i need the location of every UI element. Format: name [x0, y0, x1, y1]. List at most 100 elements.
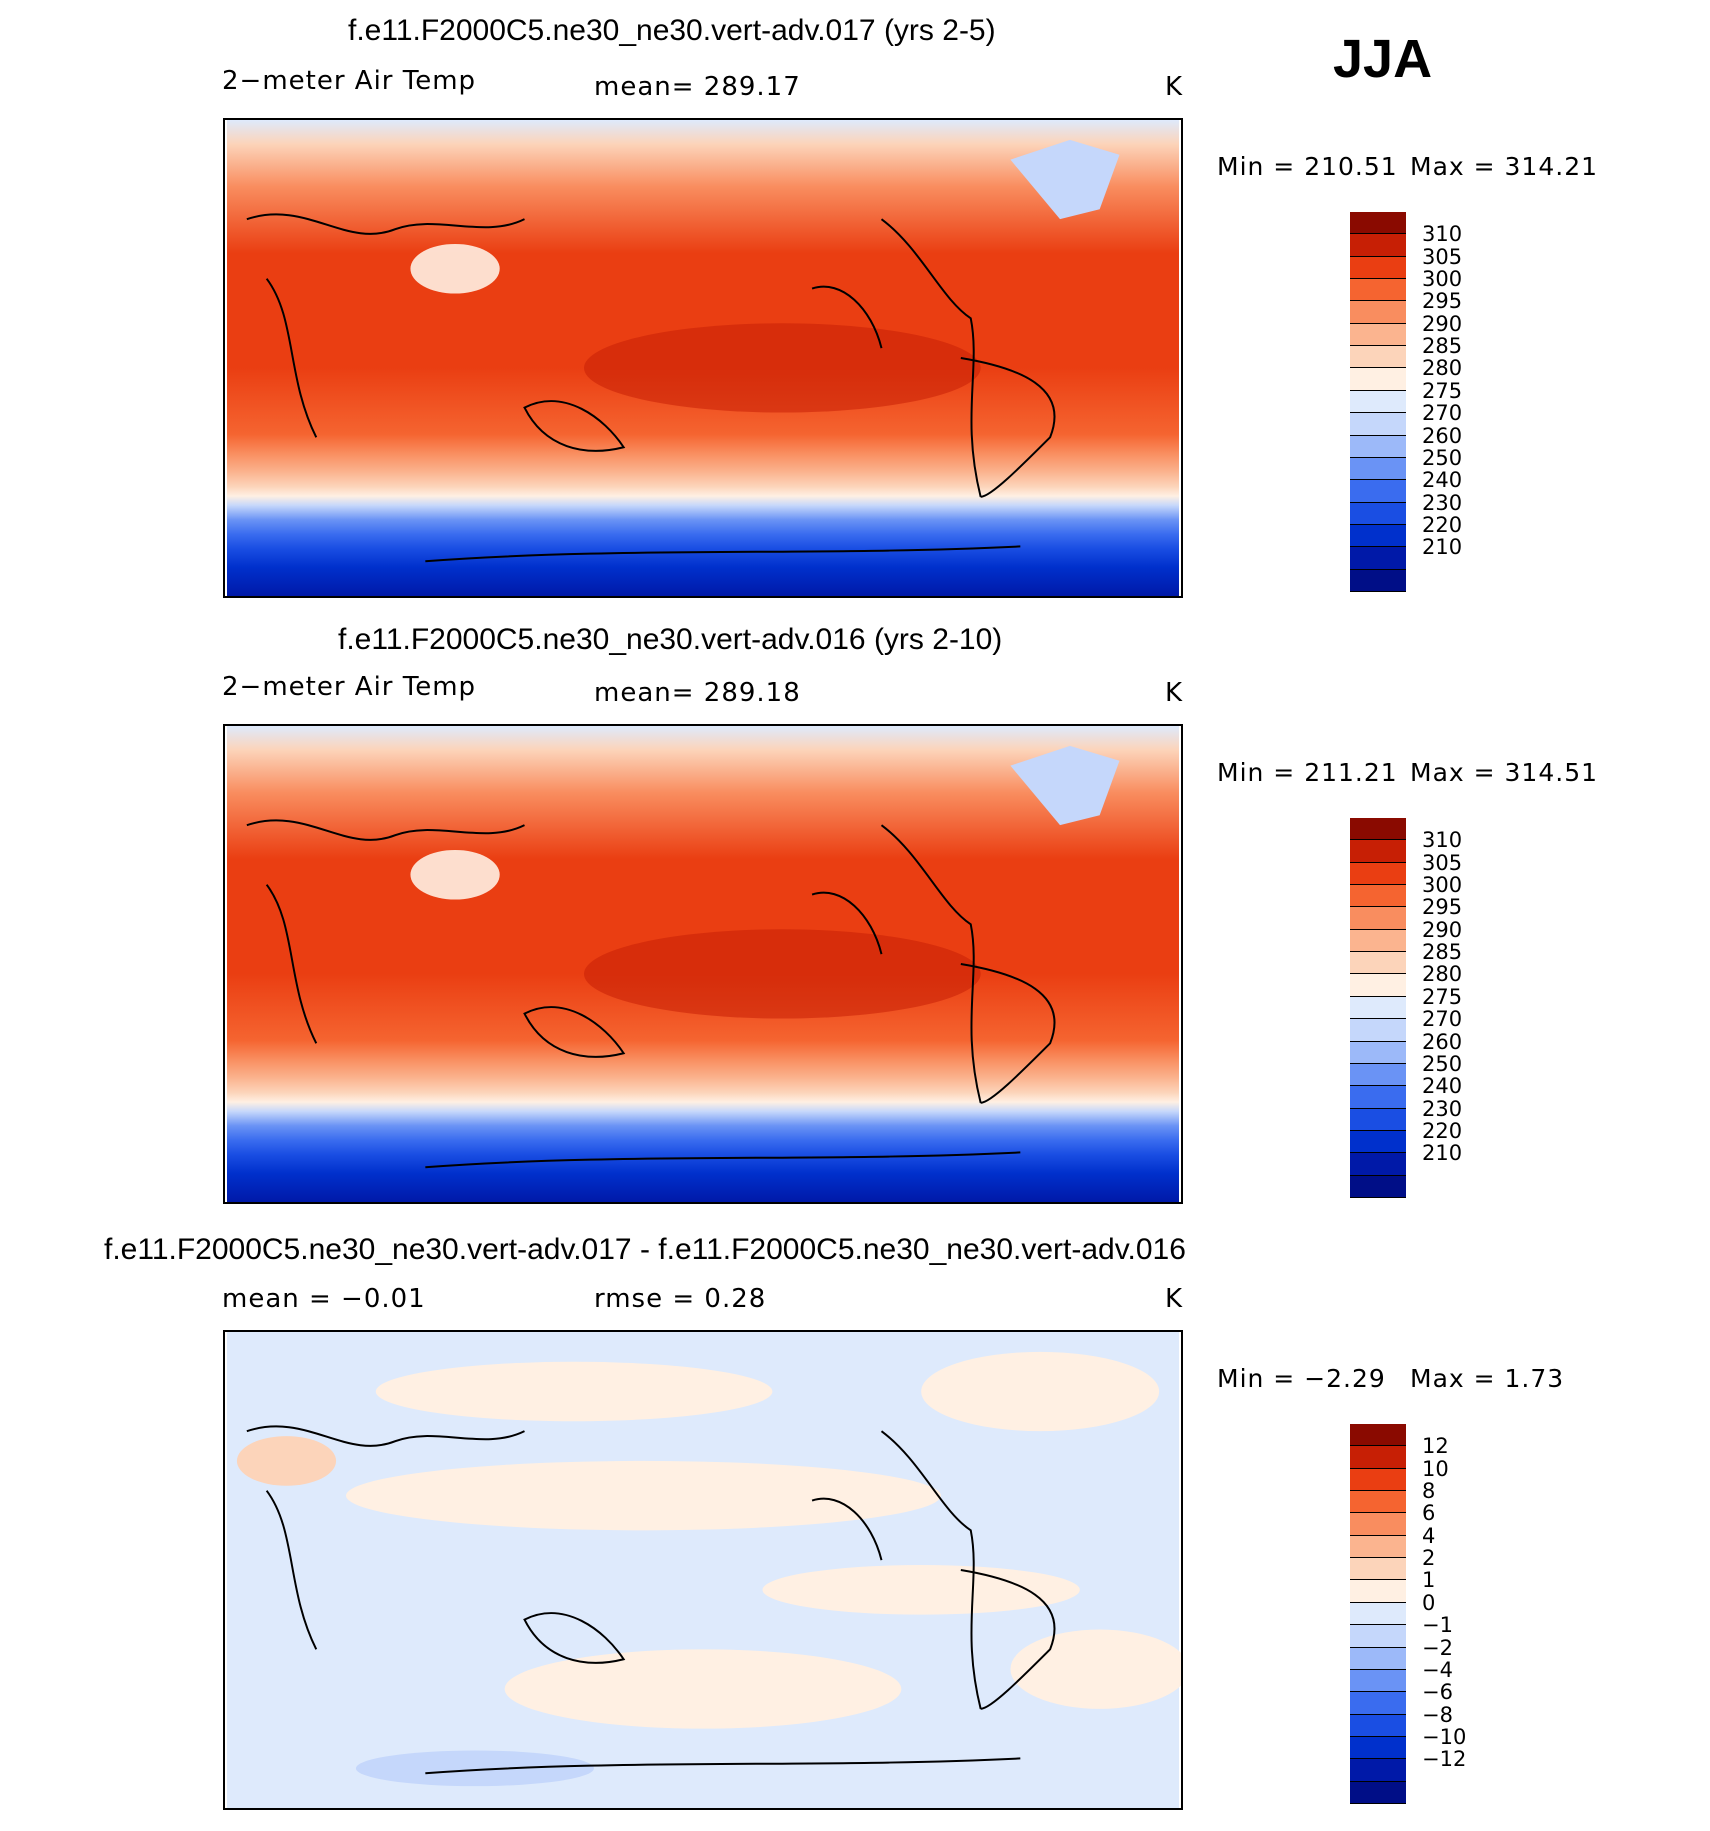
colorbar-tick-label: 310 — [1422, 828, 1463, 853]
panel-3-map — [223, 1330, 1183, 1810]
colorbar-tick-label: 240 — [1422, 1074, 1463, 1099]
colorbar-tick-label: −1 — [1422, 1613, 1453, 1638]
colorbar-tick-label: 250 — [1422, 445, 1463, 470]
colorbar-swatch — [1350, 1063, 1406, 1087]
colorbar-swatch — [1350, 1736, 1406, 1760]
colorbar-swatch — [1350, 524, 1406, 548]
colorbar-swatch — [1350, 1714, 1406, 1737]
colorbar-swatch — [1350, 1602, 1406, 1626]
colorbar-swatch — [1350, 1019, 1406, 1042]
colorbar-swatch — [1350, 1130, 1406, 1154]
panel-2-colorbar: 310 305 300 295 290 285 280 275 270 260 250 240 230 2… — [1350, 818, 1462, 1198]
colorbar-swatch — [1350, 1625, 1406, 1648]
colorbar-tick-label: 2 — [1422, 1546, 1436, 1571]
colorbar-tick-label: 290 — [1422, 917, 1463, 942]
colorbar-swatch — [1350, 929, 1406, 953]
panel-1-units: K — [1165, 72, 1184, 102]
panel-3-colorbar: 12 10 8 6 4 2 1 0 −1 −2 −4 −6 −8 −10 −12 — [1350, 1424, 1466, 1804]
colorbar-tick-label: 305 — [1422, 244, 1463, 269]
colorbar-swatch — [1350, 1580, 1406, 1603]
colorbar-swatch — [1350, 480, 1406, 503]
tibet-cold-spot — [410, 243, 500, 294]
colorbar-tick-label: 305 — [1422, 850, 1463, 875]
colorbar-swatch — [1350, 279, 1406, 302]
colorbar-tick-label: 260 — [1422, 1029, 1463, 1054]
panel-1-max: Max = 314.21 — [1410, 152, 1599, 181]
colorbar-tick-label: 310 — [1422, 222, 1463, 247]
colorbar-swatch — [1350, 435, 1406, 458]
coastline — [811, 1497, 883, 1561]
greenland-field — [1010, 745, 1120, 826]
colorbar-tick-label: 10 — [1422, 1456, 1449, 1481]
panel-1-min: Min = 210.51 — [1217, 152, 1398, 181]
colorbar-swatch — [1350, 569, 1406, 592]
colorbar-swatch — [1350, 212, 1406, 235]
colorbar-tick-label: 4 — [1422, 1523, 1436, 1548]
colorbar-swatch — [1350, 885, 1406, 908]
coastline — [811, 891, 883, 955]
colorbar-tick-label: −2 — [1422, 1635, 1453, 1660]
colorbar-tick-label: 300 — [1422, 267, 1463, 292]
panel-1-title: f.e11.F2000C5.ne30_ne30.vert-adv.017 (yr… — [348, 14, 996, 47]
greenland-field — [1010, 139, 1120, 220]
panel-1-colorbar: 310 305 300 295 290 285 280 275 270 260 250 240 230 2… — [1350, 212, 1462, 592]
colorbar-swatch — [1350, 1759, 1406, 1782]
colorbar-tick-label: 210 — [1422, 535, 1463, 560]
colorbar-swatch — [1350, 840, 1406, 863]
tibet-cold-spot — [410, 849, 500, 900]
colorbar-swatch — [1350, 502, 1406, 525]
colorbar-swatch — [1350, 1535, 1406, 1559]
colorbar-swatch — [1350, 457, 1406, 481]
colorbar-tick-label: 250 — [1422, 1051, 1463, 1076]
colorbar-swatch — [1350, 413, 1406, 436]
colorbar-tick-label: 0 — [1422, 1590, 1436, 1615]
colorbar-tick-label: 285 — [1422, 334, 1463, 359]
colorbar-swatch — [1350, 974, 1406, 997]
colorbar-swatch — [1350, 952, 1406, 975]
colorbar-swatch — [1350, 1692, 1406, 1715]
colorbar-swatch — [1350, 1558, 1406, 1581]
colorbar-swatch — [1350, 996, 1406, 1020]
colorbar-tick-label: −10 — [1422, 1724, 1467, 1749]
panel-1-map — [223, 118, 1183, 598]
colorbar-tick-label: −6 — [1422, 1680, 1453, 1705]
colorbar-tick-label: −8 — [1422, 1702, 1453, 1727]
colorbar-swatch — [1350, 1647, 1406, 1670]
colorbar-tick-label: 270 — [1422, 1007, 1463, 1032]
colorbar-tick-label: 6 — [1422, 1501, 1436, 1526]
colorbar-tick-label: 290 — [1422, 311, 1463, 336]
colorbar-swatch — [1350, 301, 1406, 324]
colorbar-tick-label: 240 — [1422, 468, 1463, 493]
colorbar-swatch — [1350, 862, 1406, 886]
warm-pool — [584, 323, 981, 413]
colorbar-swatch — [1350, 1446, 1406, 1469]
colorbar-swatch — [1350, 1491, 1406, 1514]
colorbar-tick-label: 260 — [1422, 423, 1463, 448]
colorbar-tick-label: 275 — [1422, 378, 1463, 403]
colorbar-tick-label: 280 — [1422, 356, 1463, 381]
colorbar-swatch — [1350, 1086, 1406, 1109]
colorbar-tick-label: 285 — [1422, 940, 1463, 965]
colorbar-swatch — [1350, 818, 1406, 841]
colorbar-swatch — [1350, 547, 1406, 570]
colorbar-tick-label: 295 — [1422, 895, 1463, 920]
colorbar-swatch — [1350, 234, 1406, 257]
panel-3-mean: mean = −0.01 — [222, 1284, 426, 1314]
panel-2-units: K — [1165, 678, 1184, 708]
panel-2-mean: mean= 289.18 — [594, 678, 801, 708]
colorbar-tick-label: 230 — [1422, 1096, 1463, 1121]
season-label: JJA — [1333, 29, 1433, 89]
coastline — [811, 285, 883, 349]
colorbar-swatch — [1350, 1108, 1406, 1131]
panel-3-rmse: rmse = 0.28 — [594, 1284, 767, 1314]
colorbar-swatch — [1350, 346, 1406, 369]
colorbar-tick-label: 230 — [1422, 490, 1463, 515]
colorbar-swatch — [1350, 1781, 1406, 1804]
panel-2-min: Min = 211.21 — [1217, 758, 1398, 787]
panel-1-variable: 2−meter Air Temp — [222, 66, 477, 96]
panel-2-max: Max = 314.51 — [1410, 758, 1599, 787]
panel-2-map — [223, 724, 1183, 1204]
colorbar-tick-label: −4 — [1422, 1657, 1453, 1682]
colorbar-tick-label: 12 — [1422, 1434, 1449, 1459]
colorbar-swatch — [1350, 1424, 1406, 1447]
